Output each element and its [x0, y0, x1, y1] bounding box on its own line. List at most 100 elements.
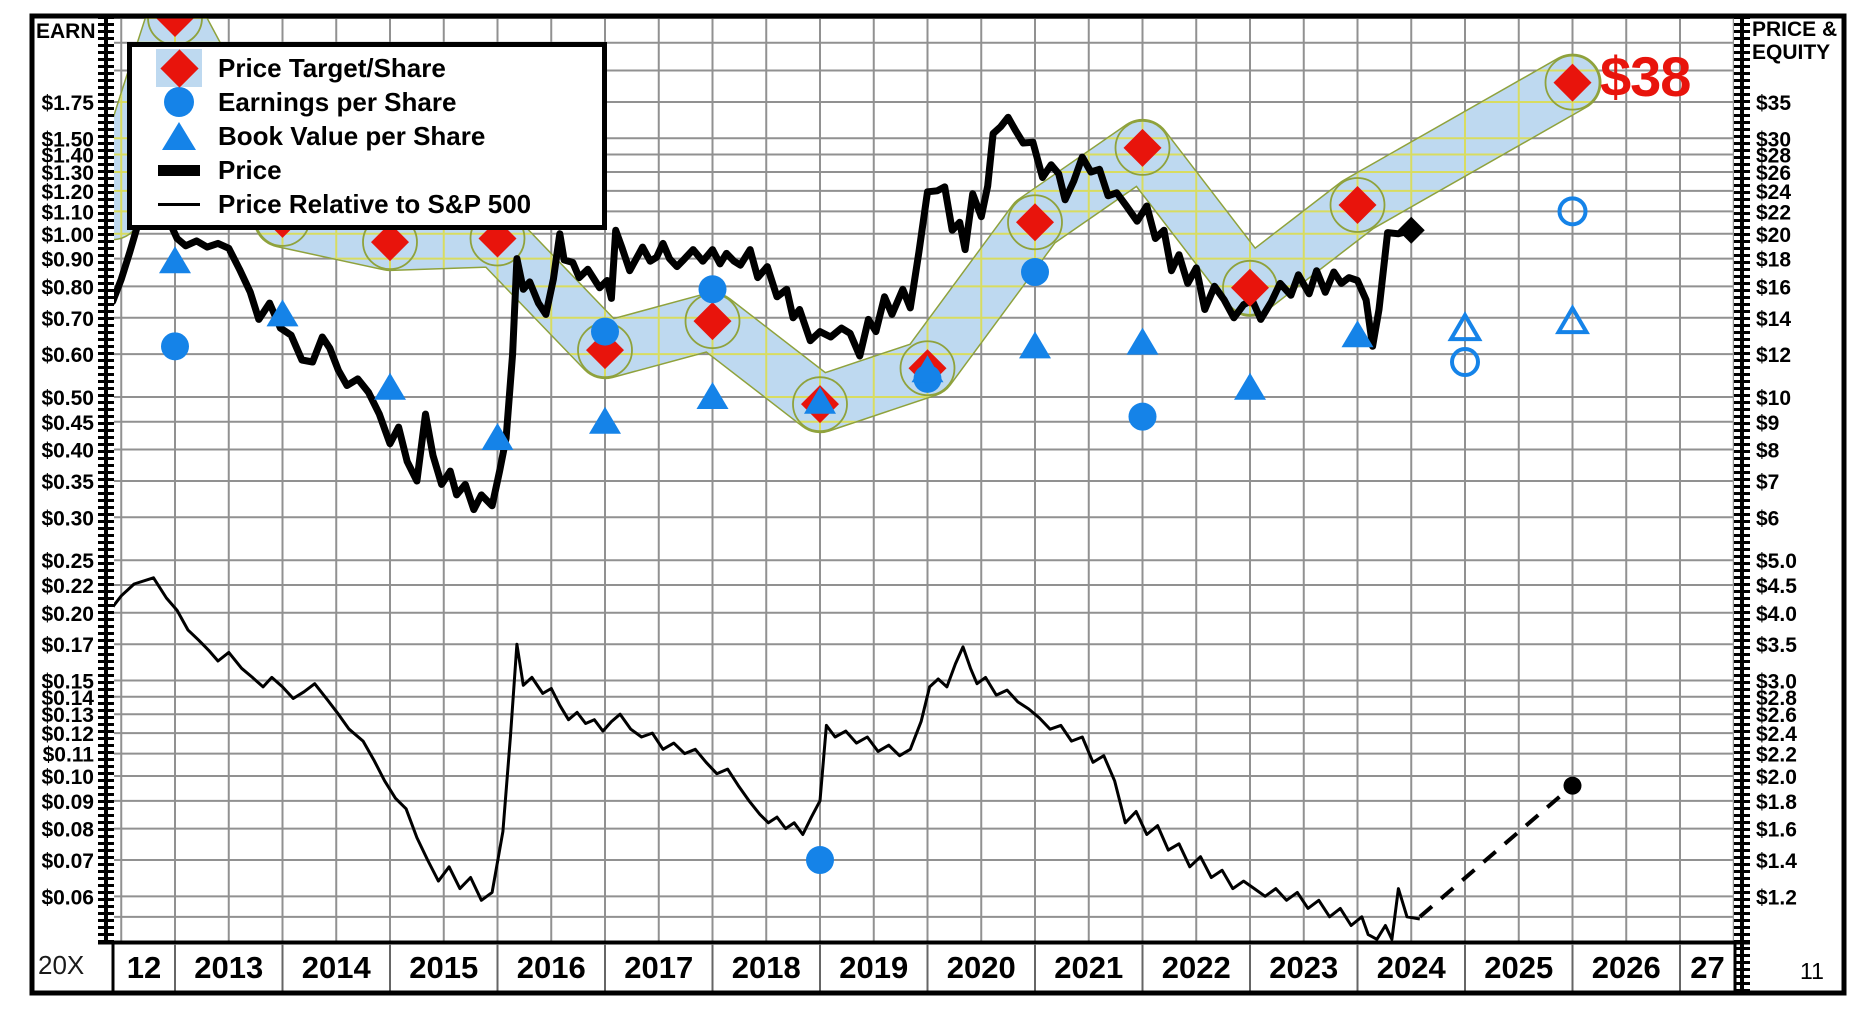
legend-item-price-target: Price Target/Share [140, 48, 602, 88]
eps-estimate-marker [1450, 347, 1480, 378]
right-tick-label: $1.6 [1756, 819, 1797, 842]
left-tick-label: $0.80 [41, 276, 94, 299]
book-value-marker [1234, 372, 1266, 400]
legend-label: Book Value per Share [218, 120, 486, 151]
price-equity-line2: EQUITY [1752, 41, 1831, 64]
year-label: 2026 [1592, 950, 1661, 985]
eps-marker [698, 275, 727, 304]
book-value-triangle-icon [140, 122, 218, 150]
relative-projection-dashed [1418, 784, 1574, 919]
year-label: 2020 [947, 950, 1016, 985]
book-value-marker [481, 423, 514, 451]
left-tick-label: $1.50 [41, 128, 94, 151]
right-tick-label: $9 [1756, 412, 1779, 435]
price-target-marker [371, 223, 409, 262]
left-tick-label: $0.11 [43, 744, 95, 767]
right-tick-label: $2.2 [1756, 744, 1797, 767]
year-label: 2018 [732, 950, 801, 985]
price-target-marker [156, 16, 194, 37]
left-tick-label: $1.20 [41, 181, 94, 204]
relative-line-icon [140, 202, 218, 206]
right-tick-label: $12 [1756, 344, 1791, 367]
eps-marker [161, 332, 189, 361]
right-tick-label: $5.0 [1756, 550, 1797, 573]
legend-label: Price Target/Share [218, 52, 446, 83]
right-tick-label: $10 [1756, 387, 1791, 410]
year-axis [98, 940, 1750, 991]
right-tick-label: $26 [1756, 162, 1791, 185]
right-tick-label: $4.5 [1756, 575, 1797, 598]
book-value-marker [804, 386, 836, 414]
book-value-marker [1126, 327, 1159, 355]
left-tick-label: $0.12 [41, 723, 94, 746]
left-tick-label: $0.70 [41, 308, 94, 331]
price-line [113, 113, 1415, 514]
book-value-marker [266, 299, 299, 327]
right-tick-label: $2.6 [1756, 704, 1797, 727]
left-tick-label: $1.10 [41, 201, 94, 224]
year-label: 27 [1690, 950, 1724, 985]
right-tick-label: $14 [1756, 308, 1791, 331]
book-value-estimate-marker [1447, 311, 1483, 342]
right-tick-label: $1.4 [1756, 850, 1797, 873]
book-value-estimate-marker [1555, 304, 1590, 335]
left-tick-label: $0.22 [41, 575, 94, 598]
legend-item-relative: Price Relative to S&P 500 [140, 188, 602, 221]
left-tick-label: $0.90 [41, 249, 94, 272]
price-target-marker [1231, 268, 1269, 307]
price-target-callout: $38 [1600, 45, 1691, 108]
left-tick-label: $1.75 [41, 92, 94, 115]
price-target-diamond-icon [140, 48, 218, 88]
right-tick-label: $16 [1756, 276, 1791, 299]
year-label: 2013 [194, 950, 263, 985]
right-tick-label: $20 [1756, 224, 1791, 247]
eps-estimate-marker [1557, 196, 1588, 227]
right-tick-label: $2.4 [1756, 723, 1797, 746]
book-value-marker [911, 355, 944, 383]
right-tick-label: $1.8 [1756, 791, 1797, 814]
left-tick-label: $0.14 [41, 687, 94, 710]
price-target-marker [1338, 185, 1377, 224]
right-tick-label: $35 [1756, 92, 1791, 115]
right-tick-label: $28 [1756, 145, 1791, 168]
left-tick-label: $0.07 [41, 850, 94, 873]
left-tick-label: $0.35 [41, 471, 94, 494]
left-tick-label: $0.30 [41, 507, 94, 530]
price-equity-line1: PRICE & [1752, 18, 1838, 41]
year-label: 2024 [1377, 950, 1447, 985]
left-tick-label: $0.06 [41, 886, 94, 909]
year-label: 2016 [517, 950, 586, 985]
left-tick-label: $1.00 [41, 224, 94, 247]
left-tick-label: $0.25 [41, 550, 94, 573]
page-number: 11 [1800, 958, 1824, 984]
eps-marker [591, 317, 619, 346]
legend-label: Price Relative to S&P 500 [218, 188, 532, 219]
price-equity-axis-title: PRICE & EQUITY [1752, 18, 1837, 64]
legend-item-price: Price [140, 154, 602, 187]
left-tick-label: $0.08 [41, 819, 94, 842]
left-tick-label: $0.45 [41, 412, 94, 435]
left-tick-label: $0.09 [41, 791, 94, 814]
year-label: 2021 [1054, 950, 1123, 985]
right-tick-label: $4.0 [1756, 603, 1797, 626]
year-label: 2014 [302, 950, 372, 985]
left-tick-label: $0.13 [41, 704, 94, 727]
right-tick-label: $3.0 [1756, 671, 1797, 694]
right-tick-label: $6 [1756, 507, 1779, 530]
legend: Price Target/Share Earnings per Share Bo… [127, 42, 607, 230]
left-tick-label: $1.40 [41, 145, 94, 168]
book-value-marker [1019, 331, 1051, 359]
book-value-marker [374, 372, 406, 400]
legend-label: Earnings per Share [218, 86, 457, 117]
left-tick-label: $0.40 [41, 440, 94, 463]
eps-marker [1021, 258, 1049, 287]
legend-label: Price [218, 154, 282, 185]
book-value-marker [589, 406, 621, 434]
year-label: 2022 [1162, 950, 1231, 985]
right-tick-label: $7 [1756, 471, 1779, 494]
left-axis-ticks [98, 16, 114, 941]
right-tick-label: $30 [1756, 128, 1791, 151]
right-tick-label: $18 [1756, 249, 1791, 272]
eps-marker [1128, 402, 1157, 431]
